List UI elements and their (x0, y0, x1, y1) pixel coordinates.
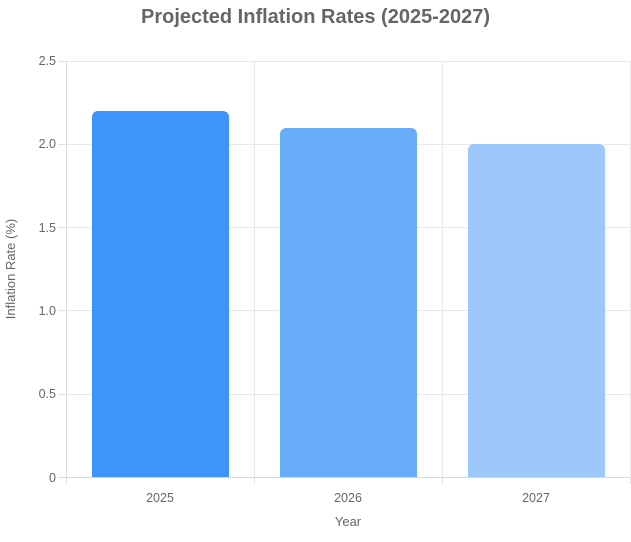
y-tick-label: 0 (49, 470, 56, 485)
y-tick-mark (58, 143, 66, 145)
y-tick-label: 2.0 (38, 137, 56, 152)
bar-2026[interactable] (279, 127, 417, 478)
bar-2027[interactable] (467, 144, 605, 478)
x-tick-mark (253, 477, 255, 484)
x-tick-label-2027: 2027 (522, 490, 550, 505)
x-tick-label-2025: 2025 (146, 490, 174, 505)
x-tick-label-2026: 2026 (334, 490, 362, 505)
gridline-x-boundary (441, 61, 443, 478)
y-tick-mark (58, 393, 66, 395)
y-tick-mark (58, 310, 66, 312)
gridline-x-boundary (629, 61, 631, 478)
x-tick-mark (65, 477, 67, 484)
chart-title: Projected Inflation Rates (2025-2027) (140, 6, 490, 28)
y-tick-label: 2.5 (38, 54, 56, 68)
y-tick-mark (58, 60, 66, 62)
x-tick-mark (441, 477, 443, 484)
gridline-y-2.5 (66, 60, 630, 62)
x-tick-mark (629, 477, 631, 484)
x-axis-title: Year (334, 514, 362, 529)
gridline-x-boundary (253, 61, 255, 478)
bar-2025[interactable] (91, 110, 229, 478)
y-axis-title: Inflation Rate (%) (3, 218, 18, 320)
y-tick-mark (58, 227, 66, 229)
y-tick-label: 0.5 (38, 387, 56, 402)
y-tick-label: 1.0 (38, 303, 56, 318)
y-tick-label: 1.5 (38, 220, 56, 235)
x-axis-line (58, 477, 630, 478)
y-axis-line (65, 61, 67, 478)
